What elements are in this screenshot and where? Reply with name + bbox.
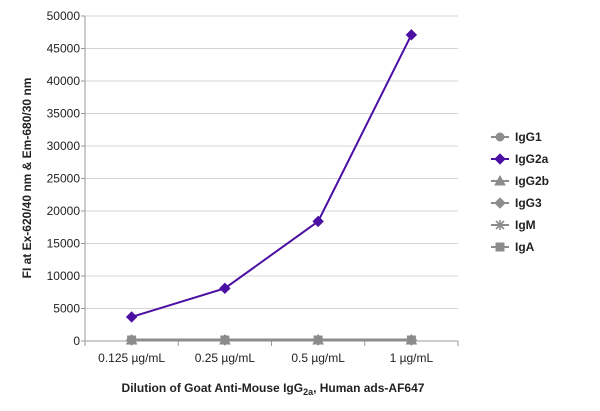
legend-label: IgG1 [515, 130, 542, 144]
y-tick-label: 45000 [47, 42, 81, 56]
legend-item: IgM [491, 218, 536, 232]
y-axis-title: FI at Ex-620/40 nm & Em-680/30 nm [20, 78, 34, 279]
data-point [220, 335, 230, 345]
x-tick-label: 0.125 µg/mL [98, 351, 165, 365]
gridlines [85, 15, 458, 309]
legend: IgG1 IgG2a IgG2b IgG3 IgM IgA [491, 130, 549, 254]
x-axis-title-part-1: Dilution of Goat Anti-Mouse IgG [122, 381, 304, 395]
legend-label: IgG2a [515, 152, 549, 166]
y-tick-label: 15000 [47, 237, 81, 251]
y-tick-label: 50000 [47, 9, 81, 23]
data-point [406, 335, 416, 345]
legend-marker [495, 132, 505, 142]
legend-label: IgG3 [515, 196, 542, 210]
x-tick-label: 0.25 µg/mL [195, 351, 256, 365]
y-tick-labels: 0 5000 10000 15000 20000 25000 30000 35000 40000… [47, 9, 81, 348]
data-point [125, 311, 138, 323]
x-axis-title: Dilution of Goat Anti-Mouse IgG2a, Human… [122, 381, 425, 397]
y-tick-label: 30000 [47, 139, 81, 153]
data-point [219, 282, 231, 295]
legend-item: IgG1 [491, 130, 542, 144]
data-point [313, 335, 323, 345]
series-IgA [127, 335, 416, 345]
series-IgG2a [125, 29, 418, 323]
y-tick-label: 25000 [47, 172, 81, 186]
y-tick-label: 0 [73, 334, 80, 348]
legend-marker [494, 153, 506, 165]
data-point [312, 215, 324, 228]
legend-item: IgG2a [491, 152, 549, 166]
series-lines [125, 29, 418, 346]
x-tick-label: 0.5 µg/mL [291, 351, 345, 365]
legend-item: IgG2b [491, 174, 549, 188]
x-axis-title-part-2: , Human ads-AF647 [313, 381, 425, 395]
legend-marker [495, 220, 505, 230]
legend-marker [494, 174, 506, 186]
x-tick-labels: 0.125 µg/mL 0.25 µg/mL 0.5 µg/mL 1 µg/mL [98, 351, 433, 365]
y-tick-label: 35000 [47, 107, 81, 121]
axes [81, 15, 459, 346]
x-tick-label: 1 µg/mL [390, 351, 434, 365]
y-tick-label: 5000 [53, 302, 80, 316]
legend-item: IgG3 [491, 196, 542, 210]
y-tick-label: 20000 [47, 204, 81, 218]
legend-label: IgA [515, 240, 535, 254]
data-point [405, 29, 418, 41]
series-line [131, 34, 413, 318]
y-tick-label: 10000 [47, 269, 81, 283]
legend-label: IgG2b [515, 174, 549, 188]
legend-marker [495, 242, 505, 252]
y-tick-label: 40000 [47, 74, 81, 88]
x-axis-title-subscript: 2a [303, 387, 314, 397]
data-point [127, 335, 137, 345]
legend-item: IgA [491, 240, 535, 254]
legend-marker [494, 197, 506, 209]
legend-label: IgM [515, 218, 536, 232]
